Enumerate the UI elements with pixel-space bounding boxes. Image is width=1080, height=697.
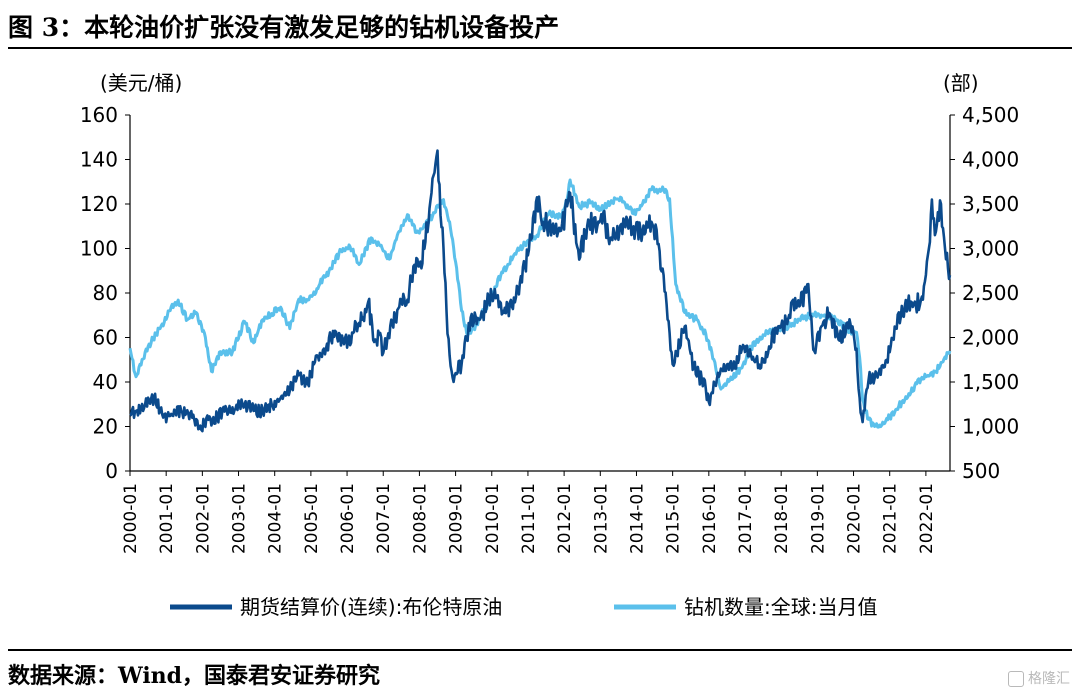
x-tick-label: 2021-01 (881, 483, 901, 554)
x-tick-label: 2011-01 (519, 483, 539, 554)
top-rule (8, 47, 1072, 49)
y-right-tick-label: 3,500 (962, 192, 1019, 216)
watermark-logo-icon (1008, 671, 1024, 687)
y-left-tick-label: 40 (93, 370, 118, 394)
y-right-tick-label: 1,000 (962, 415, 1019, 439)
x-tick-label: 2020-01 (845, 483, 865, 554)
x-tick-label: 2015-01 (664, 483, 684, 554)
series-layer (128, 149, 952, 433)
x-tick-label: 2008-01 (410, 483, 430, 554)
x-tick-label: 2002-01 (193, 483, 213, 554)
y-left-tick-label: 0 (105, 459, 118, 483)
bottom-rule (8, 649, 1072, 651)
y-right-tick-label: 3,000 (962, 237, 1019, 261)
x-tick-label: 2010-01 (483, 483, 503, 554)
legend-label-rig-count: 钻机数量:全球:当月值 (684, 595, 877, 619)
x-tick-label: 2005-01 (302, 483, 322, 554)
y-right-tick-label: 1,500 (962, 370, 1019, 394)
watermark-text: 格隆汇 (1028, 671, 1070, 687)
x-tick-label: 2013-01 (591, 483, 611, 554)
plot-frame (129, 115, 951, 472)
y-right-tick-label: 4,000 (962, 148, 1019, 172)
y-left-tick-label: 100 (80, 237, 118, 261)
legend: 期货结算价(连续):布伦特原油 钻机数量:全球:当月值 (170, 595, 877, 619)
y-left-axis: 0 20 40 60 80 100 120 140 160 (80, 103, 130, 483)
x-tick-label: 2003-01 (230, 483, 250, 554)
chart-svg: 0 20 40 60 80 100 120 140 160 500 1,000 1,500 2,000… (80, 71, 1019, 619)
y-left-tick-label: 60 (93, 326, 118, 350)
x-tick-label: 2018-01 (772, 483, 792, 554)
y-left-unit-label: (美元/桶) (100, 71, 182, 95)
x-tick-label: 2001-01 (157, 483, 177, 554)
x-tick-label: 2014-01 (627, 483, 647, 554)
rig-count-line (128, 178, 952, 429)
y-right-tick-label: 4,500 (962, 103, 1019, 127)
figure-title: 图 3：本轮油价扩张没有激发足够的钻机设备投产 (8, 13, 560, 42)
y-right-tick-label: 2,500 (962, 281, 1019, 305)
brent-price-line (129, 149, 952, 433)
y-right-tick-label: 2,000 (962, 326, 1019, 350)
x-tick-label: 2000-01 (121, 483, 141, 554)
watermark: 格隆汇 (1008, 668, 1070, 688)
y-left-tick-label: 80 (93, 281, 118, 305)
x-tick-label: 2009-01 (447, 483, 467, 554)
x-tick-label: 2006-01 (338, 483, 358, 554)
legend-label-brent: 期货结算价(连续):布伦特原油 (240, 595, 502, 619)
x-tick-label: 2019-01 (808, 483, 828, 554)
x-tick-label: 2004-01 (266, 483, 286, 554)
y-left-tick-label: 20 (93, 415, 118, 439)
y-right-unit-label: (部) (943, 71, 979, 95)
x-axis: 2000-01 2001-01 2002-01 2003-01 2004-01 2005-… (121, 471, 937, 554)
y-right-axis: 500 1,000 1,500 2,000 2,500 3,000 3,500 4,000 4,… (950, 103, 1019, 483)
y-left-tick-label: 120 (80, 192, 118, 216)
y-right-tick-label: 500 (962, 459, 1000, 483)
x-tick-label: 2017-01 (736, 483, 756, 554)
y-left-tick-label: 160 (80, 103, 118, 127)
x-tick-label: 2016-01 (700, 483, 720, 554)
x-tick-label: 2022-01 (917, 483, 937, 554)
y-left-tick-label: 140 (80, 148, 118, 172)
source-note: 数据来源：Wind，国泰君安证券研究 (8, 663, 381, 689)
x-tick-label: 2007-01 (374, 483, 394, 554)
x-tick-label: 2012-01 (555, 483, 575, 554)
